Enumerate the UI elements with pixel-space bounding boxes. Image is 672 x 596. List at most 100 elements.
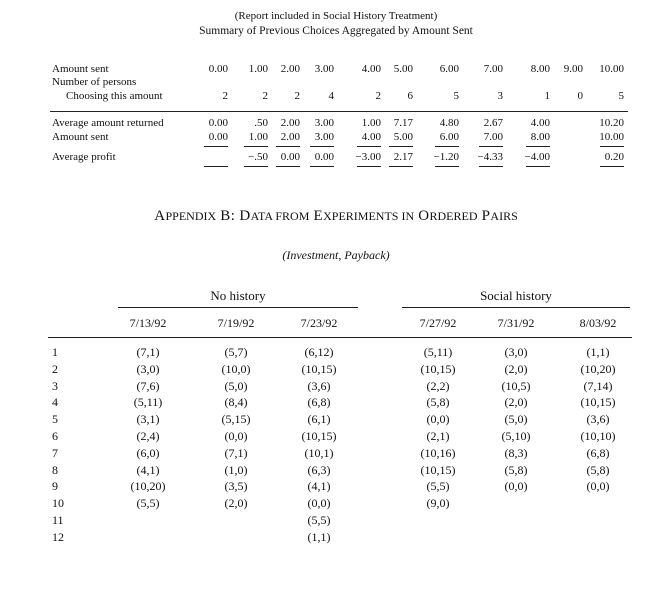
value-underline (600, 166, 624, 167)
pair-cell: (10,20) (130, 479, 166, 494)
value-underline (357, 166, 381, 167)
choosing-count: 2 (262, 90, 269, 102)
value-underline (244, 146, 268, 147)
amount-sent-value: 6.00 (439, 131, 459, 143)
pair-cell: (3,1) (136, 412, 160, 427)
pair-cell: (10,16) (420, 445, 456, 460)
pair-cell: (10,15) (580, 395, 616, 410)
pair-cell: (3,6) (586, 412, 610, 427)
avg-returned-value: 4.80 (439, 117, 459, 129)
row-number: 7 (52, 445, 58, 460)
avg-returned-value: 3.00 (314, 117, 334, 129)
avg-returned-value: 0.00 (208, 117, 228, 129)
pair-cell: (4,1) (307, 479, 331, 494)
pair-cell: (0,0) (426, 412, 450, 427)
amount-sent-value: 2.00 (280, 63, 300, 75)
appendix-title: APPENDIX B: DATA FROM EXPERIMENTS IN ORD… (0, 207, 672, 225)
appendix-title-sc: XPERIMENTS IN (323, 209, 415, 223)
date-header: 7/13/92 (129, 316, 167, 330)
choosing-count: 5 (618, 90, 625, 102)
avg-profit-value: −.50 (248, 151, 268, 163)
choosing-count: 4 (328, 90, 335, 102)
date-header: 8/03/92 (579, 316, 617, 330)
row-number: 2 (52, 361, 58, 376)
amount-sent-value: 3.00 (314, 131, 334, 143)
pair-cell: (6,0) (136, 445, 160, 460)
amount-sent-value: 2.00 (280, 131, 300, 143)
row-number: 11 (52, 513, 64, 527)
pair-cell: (0,0) (504, 479, 528, 494)
pair-cell: (5,5) (307, 513, 331, 527)
label-avg-returned: Average amount returned (52, 117, 164, 129)
pair-cell: (5,11) (133, 395, 163, 410)
label-avg-profit: Average profit (52, 151, 116, 163)
pair-cell: (10,20) (580, 361, 616, 376)
table-divider (48, 337, 632, 338)
amount-sent-value: 7.00 (483, 63, 503, 75)
value-underline (435, 166, 459, 167)
row-number: 9 (52, 479, 58, 494)
amount-sent-value: 0.00 (208, 131, 228, 143)
amount-sent-value: 1.00 (248, 131, 268, 143)
amount-sent-value: 1.00 (248, 63, 268, 75)
pair-cell: (9,0) (426, 496, 450, 511)
value-underline (276, 166, 300, 167)
no-history-rule (118, 307, 358, 308)
amount-sent-value: 4.00 (361, 63, 381, 75)
social-history-rule (402, 307, 630, 308)
value-underline (389, 146, 413, 147)
value-underline (479, 146, 503, 147)
date-header: 7/19/92 (217, 316, 255, 330)
pair-cell: (10,15) (301, 429, 337, 443)
appendix-title-cap: A (154, 208, 166, 224)
pair-cell: (10,10) (580, 429, 616, 443)
value-underline (310, 166, 334, 167)
amount-sent-value: 10.00 (599, 131, 624, 143)
pair-cell: (1,1) (586, 345, 610, 359)
avg-returned-value: 2.00 (280, 117, 300, 129)
pair-cell: (6,8) (307, 395, 331, 410)
avg-returned-value: 4.00 (530, 117, 550, 129)
avg-profit-value: 0.20 (604, 151, 624, 163)
appendix-title-sc: RDERED (429, 209, 478, 223)
pair-cell: (5,8) (586, 462, 610, 477)
value-underline (479, 166, 503, 167)
amount-sent-value: 8.00 (530, 131, 550, 143)
pair-cell: (0,0) (586, 479, 610, 494)
pair-cell: (6,3) (307, 462, 331, 477)
report-divider (50, 111, 628, 112)
pair-cell: (2,0) (504, 361, 528, 376)
amount-sent-value: 4.00 (361, 131, 381, 143)
pair-cell: (2,0) (504, 395, 528, 410)
row-number: 5 (52, 412, 58, 427)
pair-cell: (10,15) (301, 361, 337, 376)
avg-profit-value: −3.00 (355, 151, 381, 163)
pair-cell: (5,7) (224, 345, 248, 359)
avg-profit-value: 0.00 (314, 151, 334, 163)
avg-profit-value: 2.17 (393, 151, 413, 163)
choosing-count: 2 (294, 90, 301, 102)
pair-cell: (2,0) (224, 496, 248, 511)
pair-cell: (5,8) (504, 462, 528, 477)
value-underline (357, 146, 381, 147)
pair-cell: (10,0) (221, 361, 251, 376)
choosing-count: 5 (453, 90, 460, 102)
value-underline (526, 166, 550, 167)
group-header-no-history: No history (210, 288, 266, 303)
row-number: 1 (52, 345, 58, 359)
row-number: 12 (52, 529, 64, 544)
pair-cell: (5,0) (504, 412, 528, 427)
pair-cell: (5,5) (136, 496, 160, 511)
avg-profit-value: −4.33 (477, 151, 503, 163)
avg-returned-value: 10.20 (599, 117, 624, 129)
avg-returned-value: 1.00 (361, 117, 381, 129)
avg-returned-value: 7.17 (393, 117, 413, 129)
pair-cell: (2,4) (136, 429, 160, 443)
pair-cell: (6,12) (304, 345, 334, 359)
value-underline (600, 146, 624, 147)
pair-cell: (8,4) (224, 395, 248, 410)
pair-cell: (8,3) (504, 445, 528, 460)
appendix-title-cap: B: D (216, 208, 251, 224)
amount-sent-value: 6.00 (439, 63, 459, 75)
pair-cell: (5,11) (423, 345, 453, 359)
